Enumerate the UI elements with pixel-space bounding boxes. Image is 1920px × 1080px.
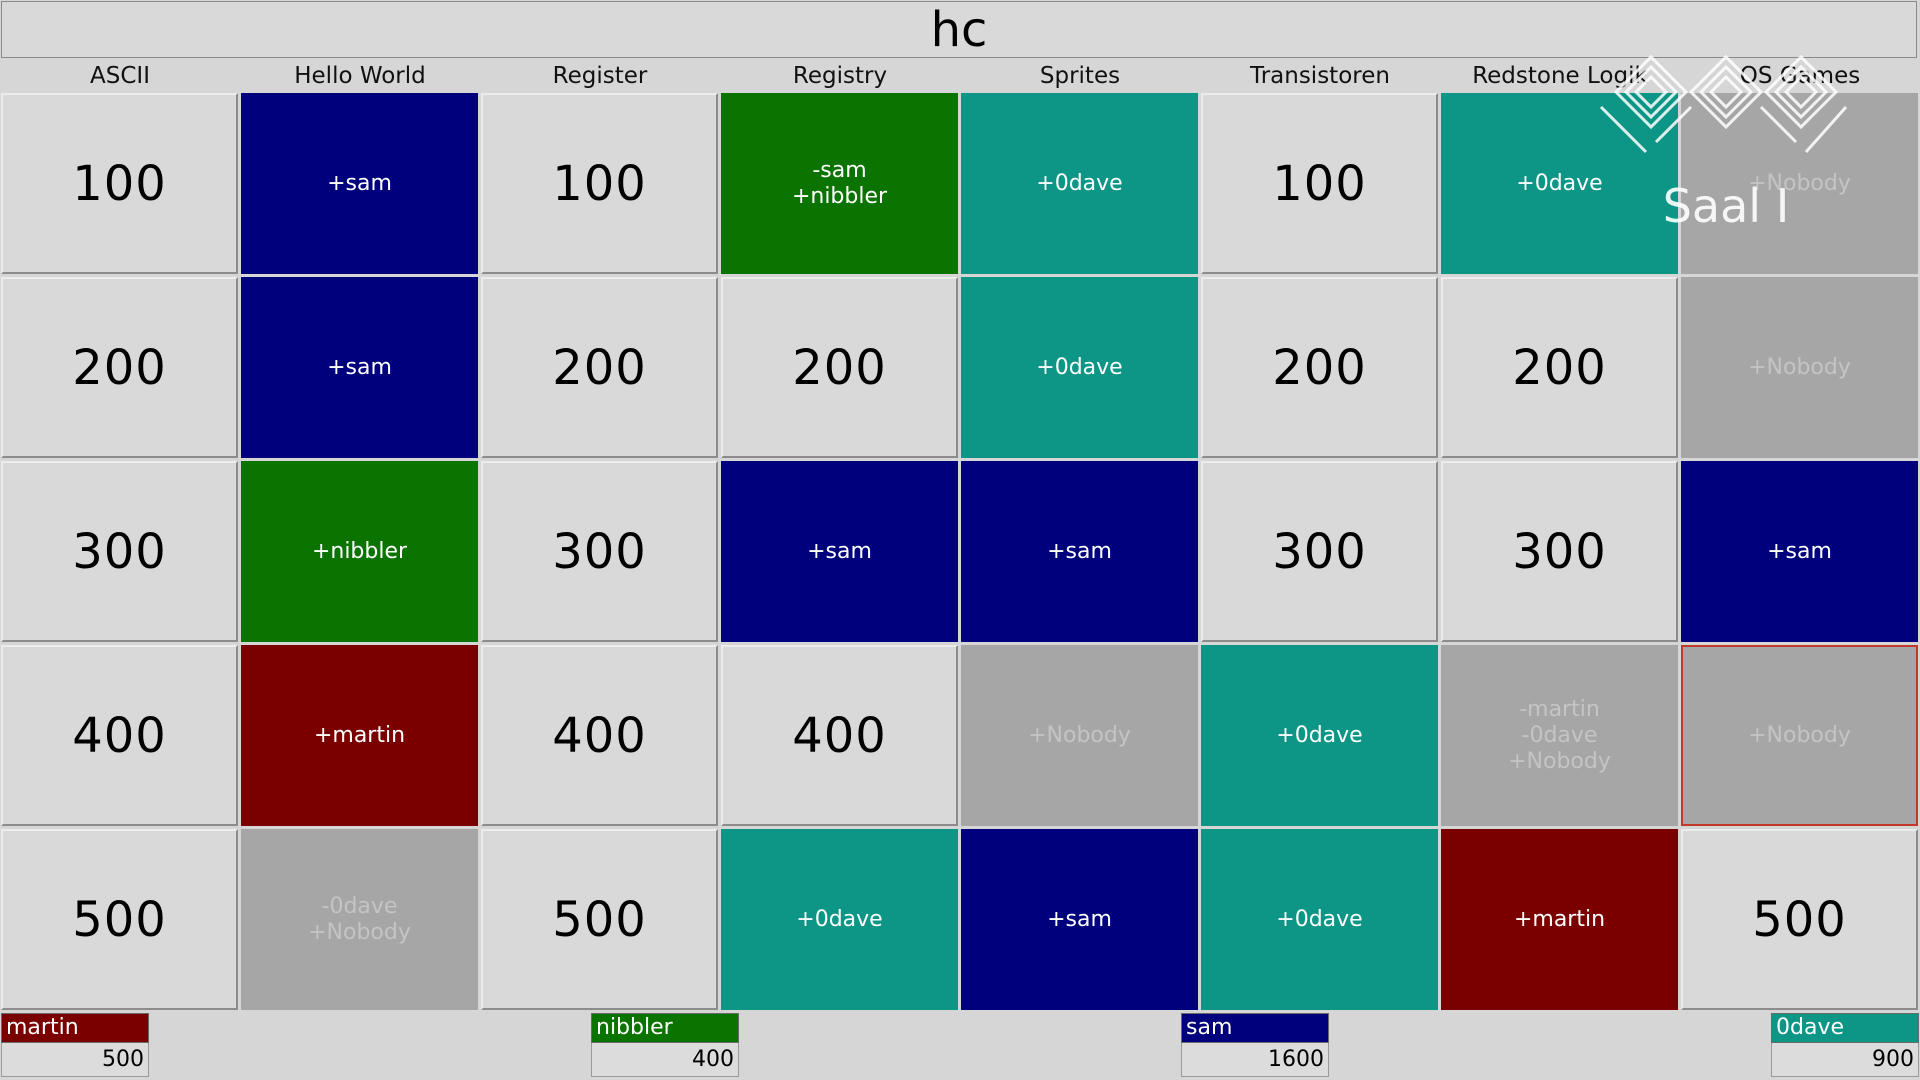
answered-tile[interactable]: -martin -0dave +Nobody (1441, 645, 1678, 826)
player-score-box: sam 1600 (1181, 1013, 1329, 1080)
player-score: 1600 (1181, 1043, 1329, 1077)
question-tile[interactable]: 100 (1, 93, 238, 274)
answered-tile[interactable]: +0dave (1441, 93, 1678, 274)
answered-tile[interactable]: -sam +nibbler (721, 93, 958, 274)
question-tile[interactable]: 200 (1201, 277, 1438, 458)
answered-tile[interactable]: +sam (241, 277, 478, 458)
question-tile[interactable]: 100 (481, 93, 718, 274)
answered-tile[interactable]: +Nobody (1681, 277, 1918, 458)
category-header: Sprites (1039, 63, 1121, 89)
answered-tile[interactable]: +martin (1441, 829, 1678, 1010)
category-header: OS Games (1739, 63, 1861, 89)
question-tile[interactable]: 300 (1201, 461, 1438, 642)
question-tile[interactable]: 400 (1, 645, 238, 826)
player-score: 900 (1771, 1043, 1919, 1077)
player-score: 400 (591, 1043, 739, 1077)
player-name: 0dave (1771, 1013, 1919, 1043)
answered-tile[interactable]: +0dave (1201, 645, 1438, 826)
question-tile[interactable]: 200 (721, 277, 958, 458)
player-score-box: nibbler 400 (591, 1013, 739, 1080)
category-header: Redstone Logik (1472, 63, 1648, 89)
player-score-box: 0dave 900 (1771, 1013, 1919, 1080)
player-name: sam (1181, 1013, 1329, 1043)
question-tile[interactable]: 300 (1, 461, 238, 642)
answered-tile[interactable]: +0dave (721, 829, 958, 1010)
answered-tile[interactable]: +sam (241, 93, 478, 274)
answered-tile[interactable]: +Nobody (961, 645, 1198, 826)
question-tile[interactable]: 500 (1, 829, 238, 1010)
question-tile[interactable]: 200 (481, 277, 718, 458)
answered-tile[interactable]: +sam (961, 829, 1198, 1010)
category-header: Register (552, 63, 648, 89)
answered-tile[interactable]: -0dave +Nobody (241, 829, 478, 1010)
category-header: Transistoren (1250, 63, 1390, 89)
player-name: martin (1, 1013, 149, 1043)
question-tile[interactable]: 400 (721, 645, 958, 826)
question-tile[interactable]: 300 (481, 461, 718, 642)
category-header: ASCII (90, 63, 150, 89)
question-tile[interactable]: 500 (481, 829, 718, 1010)
answered-tile[interactable]: +0dave (1201, 829, 1438, 1010)
category-header: Registry (792, 63, 888, 89)
player-name: nibbler (591, 1013, 739, 1043)
board-title: hc (1, 1, 1917, 58)
question-tile[interactable]: 400 (481, 645, 718, 826)
question-tile[interactable]: 300 (1441, 461, 1678, 642)
question-grid: 100 +sam 100 -sam +nibbler +0dave 100 +0dave +N… (0, 92, 1920, 1012)
player-score: 500 (1, 1043, 149, 1077)
answered-tile[interactable]: +sam (961, 461, 1198, 642)
question-tile[interactable]: 500 (1681, 829, 1918, 1010)
question-tile[interactable]: 200 (1, 277, 238, 458)
player-scoreboard: martin 500 nibbler 400 sam 1600 0dave 900 (0, 1013, 1920, 1080)
answered-tile[interactable]: +0dave (961, 277, 1198, 458)
answered-tile[interactable]: +sam (721, 461, 958, 642)
answered-tile[interactable]: +martin (241, 645, 478, 826)
answered-tile[interactable]: +0dave (961, 93, 1198, 274)
answered-tile[interactable]: +Nobody (1681, 645, 1918, 826)
question-tile[interactable]: 100 (1201, 93, 1438, 274)
player-score-box: martin 500 (1, 1013, 149, 1080)
answered-tile[interactable]: +Nobody (1681, 93, 1918, 274)
question-tile[interactable]: 200 (1441, 277, 1678, 458)
answered-tile[interactable]: +nibbler (241, 461, 478, 642)
answered-tile[interactable]: +sam (1681, 461, 1918, 642)
category-header: Hello World (294, 63, 426, 89)
category-header-row: ASCII Hello World Register Registry Sprites T… (0, 60, 1920, 92)
